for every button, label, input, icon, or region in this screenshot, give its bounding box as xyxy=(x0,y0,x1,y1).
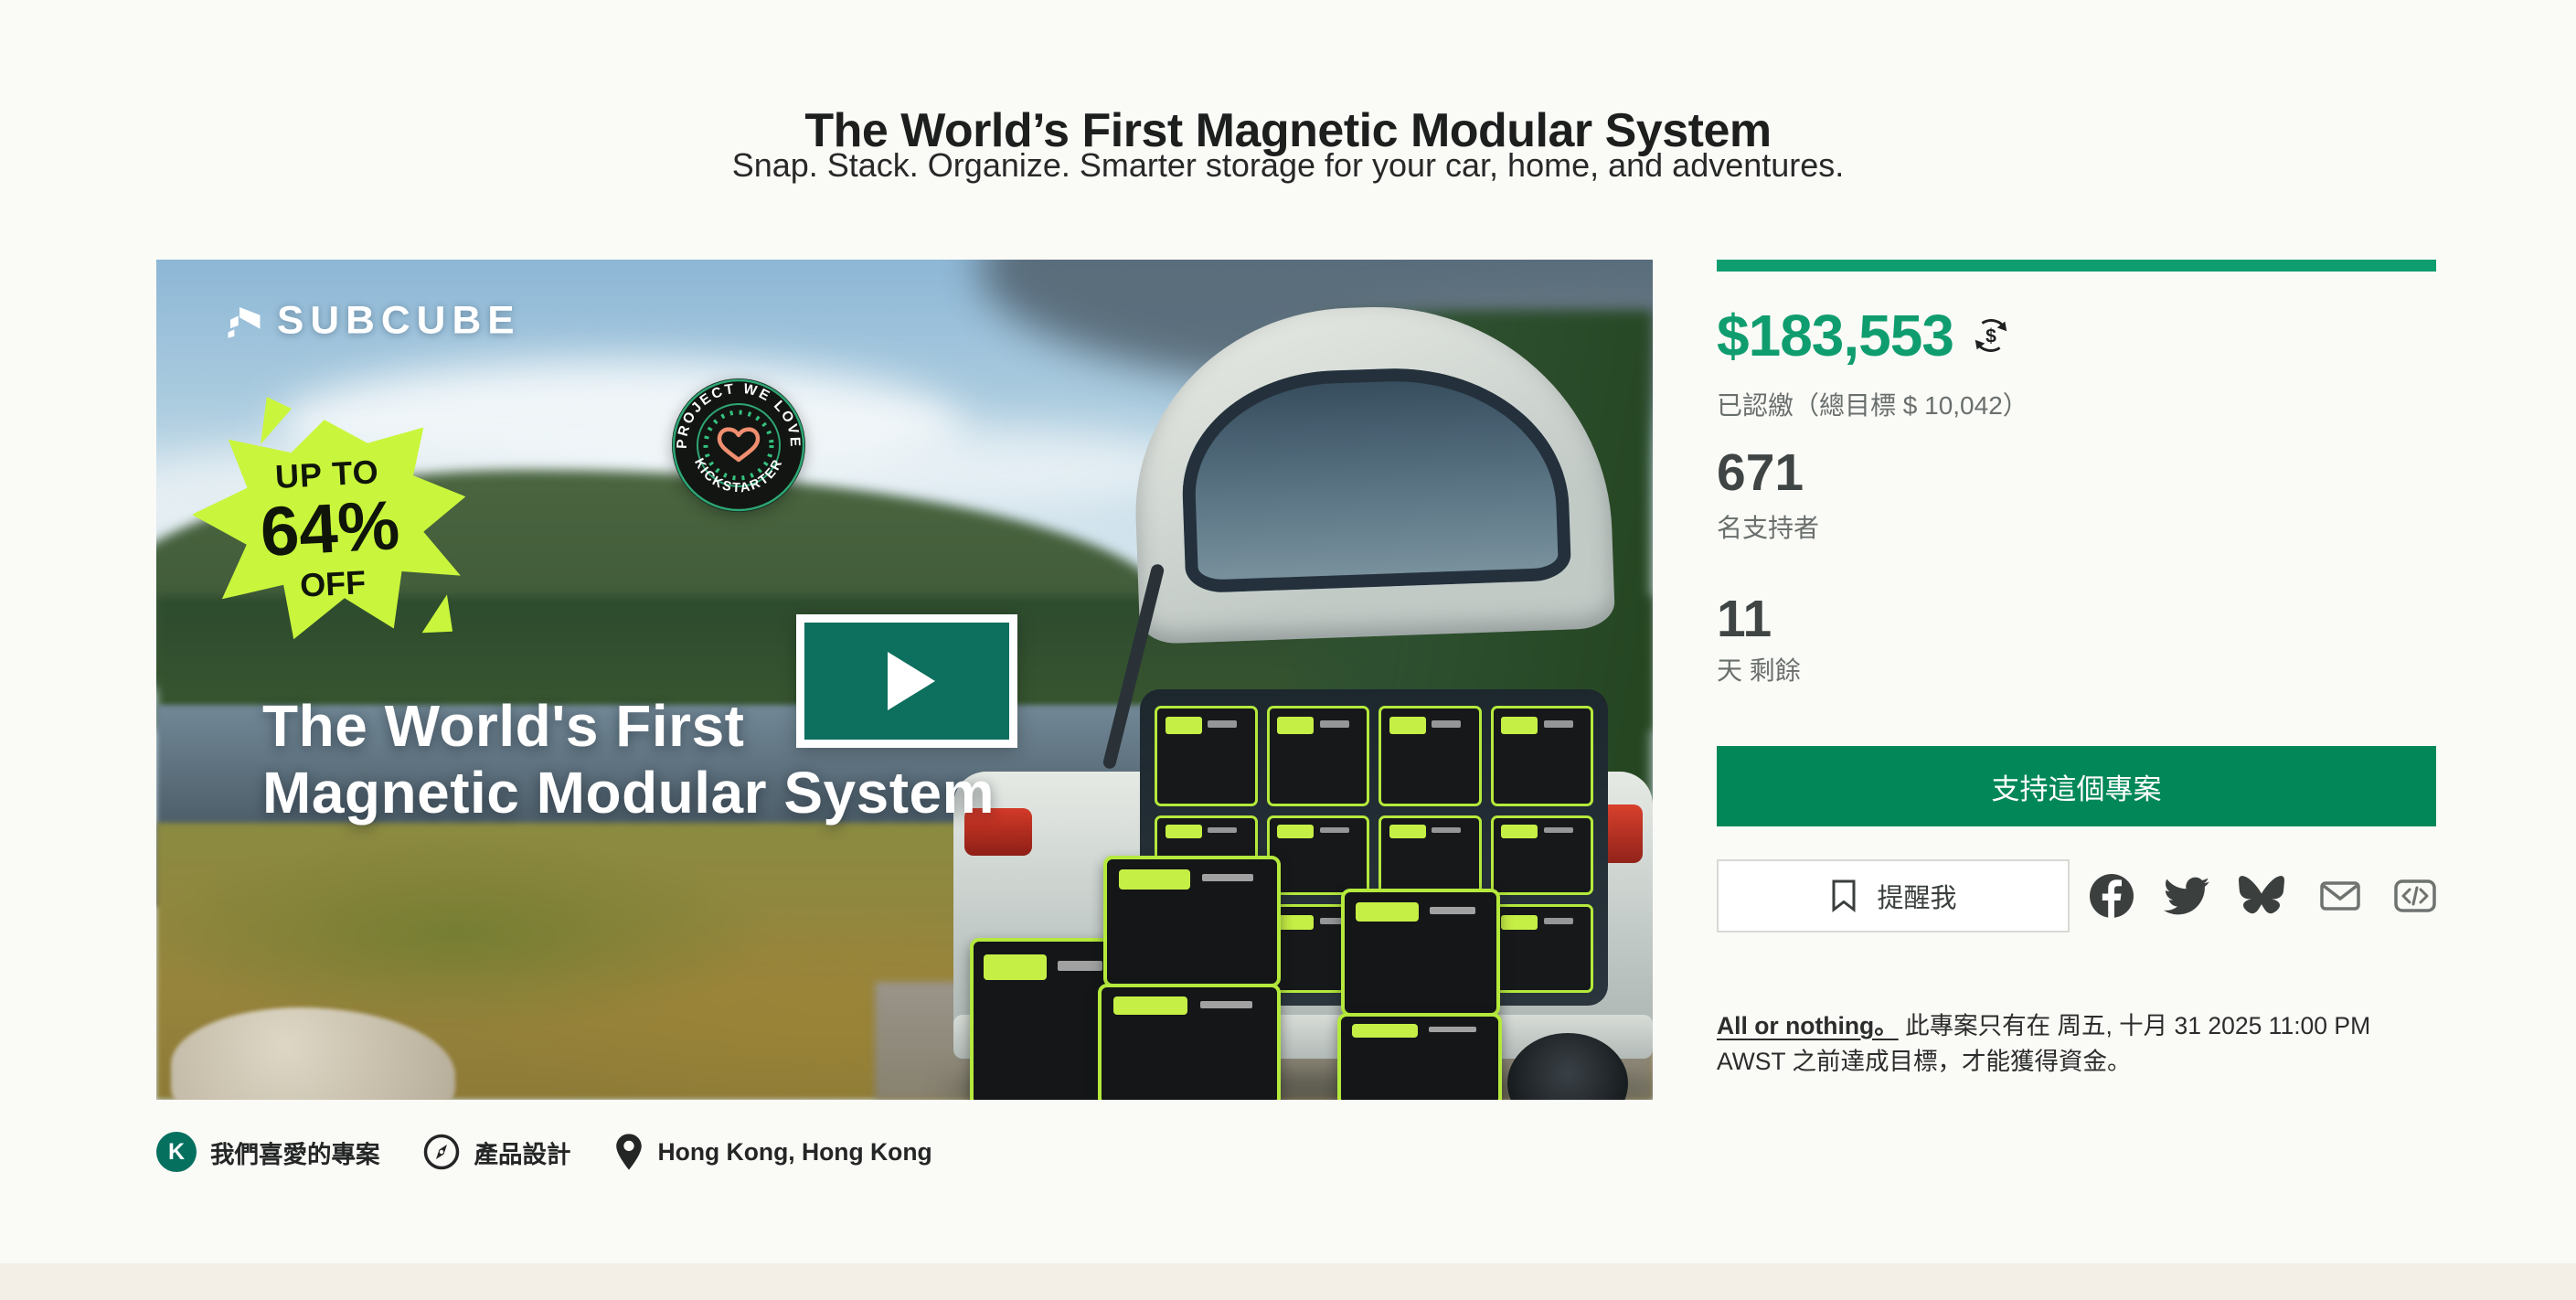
category-label: 產品設計 xyxy=(474,1140,571,1168)
pledged-amount: $183,553 xyxy=(1717,303,1954,368)
project-we-love-tag: K 我們喜愛的專案 xyxy=(156,1132,380,1172)
storage-cube xyxy=(1266,706,1369,806)
subcube-logo-icon xyxy=(228,307,261,338)
play-icon xyxy=(888,652,935,710)
embed-code-icon xyxy=(2394,879,2436,912)
hero-headline: The World's First Magnetic Modular Syste… xyxy=(262,693,995,826)
facebook-icon xyxy=(2090,874,2134,918)
storage-cube xyxy=(1378,815,1482,896)
kickstarter-badge-icon: K xyxy=(156,1132,197,1172)
footer-strip xyxy=(0,1263,2576,1300)
backers-label: 名支持者 xyxy=(1717,514,1820,542)
page-title: The World’s First Magnetic Modular Syste… xyxy=(804,103,1772,157)
storage-cube xyxy=(1490,815,1593,896)
embed-code-button[interactable] xyxy=(2386,867,2444,925)
storage-cube xyxy=(1098,984,1281,1100)
subcube-logo-text: SUBCUBE xyxy=(277,299,521,343)
discount-off: OFF xyxy=(299,563,367,604)
share-twitter-button[interactable] xyxy=(2157,867,2216,925)
days-left-count: 11 xyxy=(1717,590,1772,648)
storage-cube xyxy=(1341,889,1500,1017)
category-link[interactable]: 產品設計 xyxy=(422,1133,571,1171)
compass-icon xyxy=(423,1134,459,1170)
storage-cube xyxy=(1337,1013,1502,1100)
pledge-sidebar: $183,553 $ 已認繳（總目標 $ 10,042） 671 名支持者 11… xyxy=(1717,260,2436,1082)
currency-conversion-icon[interactable]: $ xyxy=(1970,314,2012,357)
bluesky-icon xyxy=(2239,876,2284,914)
storage-cube xyxy=(1490,706,1593,806)
share-email-button[interactable] xyxy=(2311,867,2369,925)
location-link[interactable]: Hong Kong, Hong Kong xyxy=(613,1133,932,1171)
twitter-icon xyxy=(2164,877,2209,915)
bookmark-icon xyxy=(1832,879,1856,913)
share-facebook-button[interactable] xyxy=(2082,867,2141,925)
storage-cube xyxy=(1155,706,1258,806)
hero-headline-line1: The World's First xyxy=(262,693,745,759)
storage-cube xyxy=(1378,706,1482,806)
remind-me-button[interactable]: 提醒我 xyxy=(1717,859,2070,932)
subcube-logo: SUBCUBE xyxy=(226,298,521,344)
remind-me-label: 提醒我 xyxy=(1877,884,1957,913)
discount-starburst-badge: UP TO 64% OFF xyxy=(193,415,467,644)
play-button[interactable] xyxy=(796,614,1017,748)
email-icon xyxy=(2320,881,2360,911)
svg-text:$: $ xyxy=(1985,326,1996,347)
storage-cube xyxy=(1266,815,1369,896)
project-we-love-label: 我們喜愛的專案 xyxy=(210,1140,380,1168)
days-left-label: 天 剩餘 xyxy=(1717,656,1801,685)
funding-progress-bar xyxy=(1717,260,2436,272)
storage-cube xyxy=(1490,904,1593,993)
pledged-caption: 已認繳（總目標 $ 10,042） xyxy=(1717,391,2028,420)
backers-count: 671 xyxy=(1717,443,1804,502)
car-taillight xyxy=(964,808,1032,856)
all-or-nothing-note: All or nothing。 此專案只有在 周五, 十月 31 2025 11… xyxy=(1717,1011,2371,1075)
location-label: Hong Kong, Hong Kong xyxy=(657,1137,932,1166)
all-or-nothing-link[interactable]: All or nothing。 xyxy=(1717,1011,1899,1039)
location-pin-icon xyxy=(615,1134,642,1170)
discount-percent: 64% xyxy=(258,486,402,571)
starburst-shape xyxy=(193,420,466,640)
back-project-button[interactable]: 支持這個專案 xyxy=(1717,746,2436,826)
project-video-thumbnail[interactable]: SUBCUBE UP TO 64% OFF PROJECT WE LOVE KI… xyxy=(156,260,1653,1100)
page-subtitle: Snap. Stack. Organize. Smarter storage f… xyxy=(731,146,1845,184)
project-we-love-badge: PROJECT WE LOVE KICKSTARTER xyxy=(672,378,805,512)
project-meta-row: K 我們喜愛的專案 產品設計 Hong Kong, Hong Kong xyxy=(156,1132,932,1172)
tailgate-window xyxy=(1178,362,1572,594)
storage-cube xyxy=(1103,856,1281,987)
heart-icon xyxy=(717,427,761,463)
share-bluesky-button[interactable] xyxy=(2232,867,2291,925)
hero-headline-line2: Magnetic Modular System xyxy=(262,760,995,826)
